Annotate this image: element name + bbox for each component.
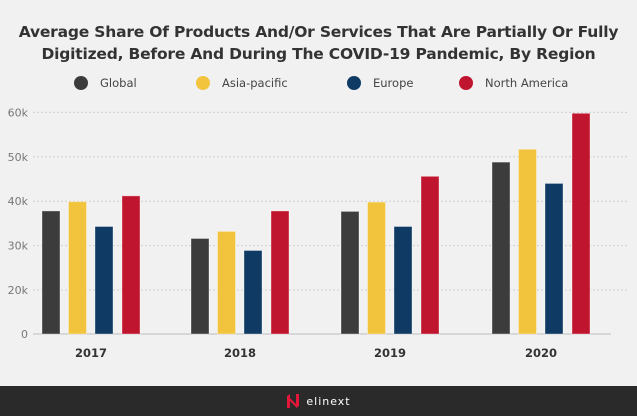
x-tick-label: 2019 (374, 346, 406, 360)
bar-global-2017 (41, 210, 61, 335)
chart-title-line-2: Digitized, Before And During The COVID-1… (41, 45, 596, 63)
bar-north-america-2017 (121, 195, 141, 335)
legend-item-global: Global (74, 76, 137, 90)
elinext-logo-icon (287, 394, 300, 408)
bar-global-2020 (491, 161, 511, 335)
legend-swatch (196, 76, 210, 90)
bar-asia-pacific-2017 (68, 201, 87, 335)
legend-swatch (74, 76, 88, 90)
legend-label: Europe (373, 76, 414, 90)
bar-asia-pacific-2019 (367, 201, 386, 335)
legend-item-asia-pacific: Asia-pacific (196, 76, 288, 90)
legend-swatch (347, 76, 361, 90)
bar-europe-2020 (544, 182, 564, 335)
y-tick-label: 40k (8, 195, 29, 208)
y-tick-label: 50k (8, 151, 29, 164)
bar-europe-2017 (94, 226, 114, 335)
bar-europe-2019 (393, 226, 413, 335)
legend-swatch (459, 76, 473, 90)
legend-label: North America (485, 76, 569, 90)
bar-global-2019 (340, 210, 360, 335)
chart-title: Average Share Of Products And/Or Service… (0, 21, 637, 65)
y-tick-label: 0 (21, 328, 28, 341)
x-tick-label: 2017 (75, 346, 107, 360)
bar-north-america-2018 (270, 210, 290, 335)
bar-north-america-2020 (571, 112, 591, 335)
bar-chart: 0 20k 30k 40k 50k 60k 2017 2018 2019 2020 (8, 106, 628, 360)
legend: Global Asia-pacific Europe North America (0, 76, 637, 94)
legend-label: Asia-pacific (222, 76, 288, 90)
bar-asia-pacific-2020 (518, 148, 537, 335)
bar-north-america-2019 (420, 175, 440, 335)
elinext-logo-text: elinext (306, 394, 351, 408)
legend-label: Global (100, 76, 137, 90)
x-tick-label: 2020 (525, 346, 557, 360)
legend-item-north-america: North America (459, 76, 568, 90)
y-tick-label: 30k (8, 240, 29, 253)
y-tick-label: 20k (8, 284, 29, 297)
bar-global-2018 (190, 237, 210, 335)
y-tick-label: 60k (8, 106, 29, 119)
footer: elinext (0, 386, 637, 416)
bar-asia-pacific-2018 (217, 230, 236, 335)
bar-europe-2018 (243, 249, 263, 335)
legend-item-europe: Europe (347, 76, 413, 90)
chart-title-line-1: Average Share Of Products And/Or Service… (18, 23, 619, 41)
x-tick-label: 2018 (224, 346, 256, 360)
